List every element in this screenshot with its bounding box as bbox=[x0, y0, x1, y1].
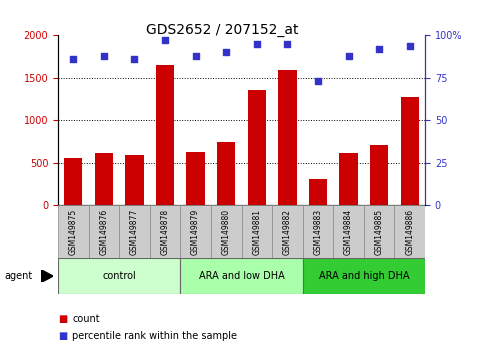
Bar bbox=[395, 205, 425, 258]
Bar bbox=[309, 179, 327, 205]
Point bbox=[345, 53, 353, 59]
Bar bbox=[119, 205, 150, 258]
Bar bbox=[150, 205, 180, 258]
Text: percentile rank within the sample: percentile rank within the sample bbox=[72, 331, 238, 341]
Point bbox=[100, 53, 108, 59]
Text: GSM149881: GSM149881 bbox=[252, 209, 261, 255]
Text: ■: ■ bbox=[58, 331, 67, 341]
Bar bbox=[303, 205, 333, 258]
Bar bbox=[333, 205, 364, 258]
Point bbox=[161, 38, 169, 43]
Bar bbox=[364, 205, 395, 258]
Point bbox=[406, 43, 413, 48]
Text: count: count bbox=[72, 314, 100, 324]
Bar bbox=[58, 205, 88, 258]
Text: GSM149879: GSM149879 bbox=[191, 209, 200, 255]
Point bbox=[222, 50, 230, 55]
Point bbox=[253, 41, 261, 47]
Bar bbox=[88, 205, 119, 258]
Bar bbox=[248, 90, 266, 205]
Text: agent: agent bbox=[5, 271, 33, 281]
Text: ■: ■ bbox=[58, 314, 67, 324]
Text: GSM149884: GSM149884 bbox=[344, 209, 353, 255]
Bar bbox=[186, 152, 205, 205]
Bar bbox=[64, 158, 83, 205]
Bar bbox=[303, 258, 425, 294]
Bar bbox=[180, 258, 303, 294]
Point bbox=[284, 41, 291, 47]
Bar bbox=[370, 145, 388, 205]
Text: GSM149886: GSM149886 bbox=[405, 209, 414, 255]
Point bbox=[192, 53, 199, 59]
Polygon shape bbox=[41, 270, 53, 282]
Bar bbox=[95, 154, 113, 205]
Bar bbox=[340, 154, 358, 205]
Text: ARA and low DHA: ARA and low DHA bbox=[199, 271, 284, 281]
Bar bbox=[211, 205, 242, 258]
Text: GSM149880: GSM149880 bbox=[222, 209, 231, 255]
Text: GSM149885: GSM149885 bbox=[375, 209, 384, 255]
Text: GDS2652 / 207152_at: GDS2652 / 207152_at bbox=[146, 23, 298, 37]
Point bbox=[375, 46, 383, 52]
Bar bbox=[180, 205, 211, 258]
Bar bbox=[156, 65, 174, 205]
Bar bbox=[125, 155, 143, 205]
Bar bbox=[58, 258, 180, 294]
Bar bbox=[242, 205, 272, 258]
Bar bbox=[278, 70, 297, 205]
Text: GSM149877: GSM149877 bbox=[130, 209, 139, 255]
Point bbox=[130, 56, 138, 62]
Bar bbox=[217, 142, 235, 205]
Text: GSM149882: GSM149882 bbox=[283, 209, 292, 255]
Text: GSM149876: GSM149876 bbox=[99, 209, 108, 255]
Text: ARA and high DHA: ARA and high DHA bbox=[319, 271, 409, 281]
Point bbox=[314, 79, 322, 84]
Bar bbox=[400, 97, 419, 205]
Bar bbox=[272, 205, 303, 258]
Point bbox=[70, 56, 77, 62]
Text: GSM149875: GSM149875 bbox=[69, 209, 78, 255]
Text: GSM149883: GSM149883 bbox=[313, 209, 323, 255]
Text: control: control bbox=[102, 271, 136, 281]
Text: GSM149878: GSM149878 bbox=[160, 209, 170, 255]
